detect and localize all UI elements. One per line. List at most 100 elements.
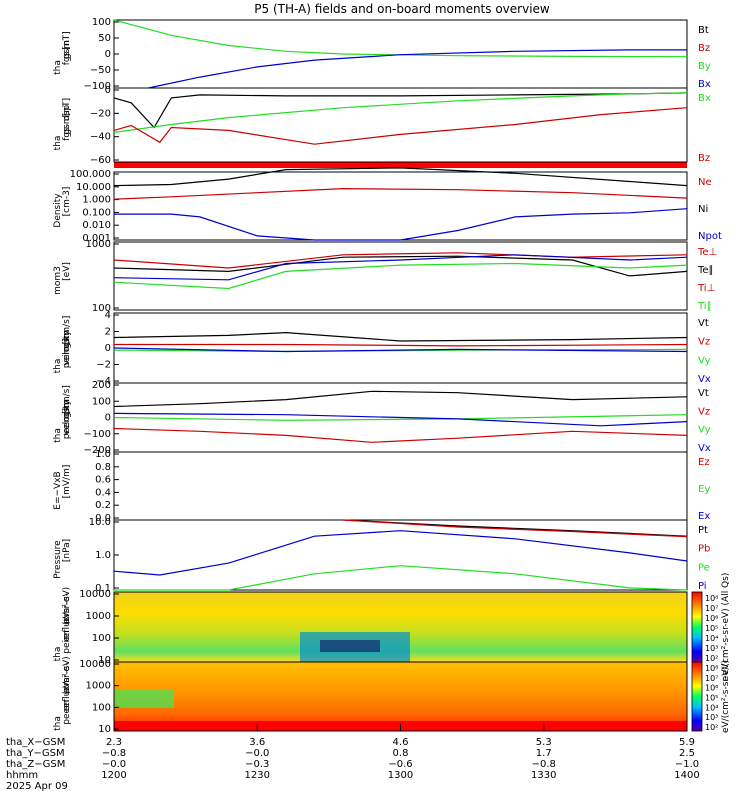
legend-entry: Bz xyxy=(698,43,710,54)
y-axis-label-line: [cm-3] xyxy=(62,187,72,217)
y-axis-label-line: velocity xyxy=(62,330,72,366)
colorbar-tick-label: 10⁴ xyxy=(705,703,718,712)
colorbar-tick-label: 10⁴ xyxy=(705,634,718,643)
panel-frame xyxy=(113,241,688,311)
y-axis-label-line: mom3 xyxy=(53,266,63,295)
y-tick-label: 0.1 xyxy=(95,583,111,594)
y-tick-label: 0 xyxy=(105,85,111,96)
legend-entry: Bz xyxy=(698,153,710,164)
legend-entry: Vx xyxy=(698,374,711,385)
y-axis-label-line: eflux xyxy=(62,685,72,708)
colorbar-label: eV/(cm²-s-sr-eV) (All Qs) xyxy=(721,573,731,682)
y-axis-label-line: tha xyxy=(53,359,63,374)
x-row-label: tha_Z−GSM xyxy=(6,759,65,770)
legend-entry: Vy xyxy=(698,425,711,436)
y-axis-label-line: eV xyxy=(62,611,72,624)
series-line-Pi xyxy=(113,530,688,576)
y-tick-label: −100 xyxy=(84,429,111,440)
x-row-value: −1.0 xyxy=(675,759,699,770)
mode-bar xyxy=(114,162,687,168)
y-axis-label-line: peim xyxy=(62,346,72,369)
series-line-Bx xyxy=(113,92,688,129)
legend-entry: Bx xyxy=(698,93,711,104)
colorbar-tick-label: 10⁸ xyxy=(705,664,718,673)
y-axis-label-line: fgs xyxy=(62,51,72,65)
y-tick-label: 0.8 xyxy=(95,462,111,473)
y-tick-label: 1000 xyxy=(86,681,111,692)
panel-4: 1000 100 mom3[eV] Te⊥ Te∥ Ti⊥ Ti∥ xyxy=(53,239,717,314)
series-line-Vy xyxy=(113,414,688,421)
legend-entry: Vy xyxy=(698,355,711,366)
legend-entry: Pi xyxy=(698,581,707,592)
legend-entry: Ti⊥ xyxy=(697,283,715,294)
y-axis-label-line: Density xyxy=(53,193,63,228)
colorbar-tick-label: 10⁸ xyxy=(705,594,718,603)
series-line-Vz xyxy=(114,343,688,347)
y-axis-label: mom3[eV] xyxy=(53,262,72,295)
series-line-Ti⊥ xyxy=(113,254,688,281)
series-line-Npot xyxy=(114,208,688,241)
y-tick-label: 100 xyxy=(92,396,111,407)
x-row-value: 1330 xyxy=(531,770,556,781)
legend-entry: Ti∥ xyxy=(697,301,712,312)
series-line-By xyxy=(113,19,688,58)
x-row-value: 1200 xyxy=(101,770,126,781)
legend-entry: Vz xyxy=(698,406,710,417)
series-line-Pb xyxy=(343,519,688,538)
spectrogram xyxy=(114,662,687,731)
y-tick-label: −40 xyxy=(90,132,111,143)
legend-entry: Ni xyxy=(698,204,708,215)
y-axis-label-line: en xyxy=(62,700,72,711)
y-axis-label-line: tha xyxy=(53,136,63,151)
y-tick-label: 10.000 xyxy=(76,182,111,193)
panel-1: 100 50 0 −50 −100 thafgsgsm[nT] Bt Bz By Bx xyxy=(53,17,711,92)
panel-10: 10⁸10⁷10⁶10⁵10⁴10³10²10000100010010thape… xyxy=(53,656,731,735)
x-row-value: 1400 xyxy=(674,770,699,781)
x-row-value: 1.7 xyxy=(536,748,552,759)
y-tick-label: −4 xyxy=(96,376,111,387)
series-line-Bz xyxy=(113,107,688,145)
legend-entry: Pe xyxy=(698,562,710,573)
y-tick-label: 4 xyxy=(105,310,111,321)
y-axis-label-line: [nT] xyxy=(62,98,72,116)
y-axis-label-line: gsm xyxy=(62,115,72,134)
y-tick-label: 10 xyxy=(98,655,111,666)
y-tick-label: 10 xyxy=(98,724,111,735)
x-row-value: 1300 xyxy=(388,770,413,781)
colorbar-tick-label: 10⁵ xyxy=(705,624,718,633)
y-tick-label: 1.0 xyxy=(95,449,111,460)
series-line-Vx xyxy=(113,412,688,427)
legend-entry: Bx xyxy=(698,79,711,90)
x-row-value: 4.6 xyxy=(393,737,409,748)
y-tick-label: 50 xyxy=(98,33,111,44)
y-tick-label: 0.2 xyxy=(95,500,111,511)
y-axis-label-line: [eV] xyxy=(62,262,72,281)
y-axis-label-line: (cm²-s- xyxy=(62,662,72,694)
y-axis-label-line: (cm²-s- xyxy=(62,593,72,625)
y-axis-label: E=−VxB[mV/m] xyxy=(53,465,72,510)
colorbar xyxy=(691,591,703,663)
legend-entry: Npot xyxy=(698,231,722,242)
x-row-label: tha_Y−GSM xyxy=(6,748,65,759)
y-axis-label-line: peir xyxy=(62,636,72,654)
y-tick-label: −200 xyxy=(84,445,111,456)
y-axis-label-line: E=−VxB xyxy=(53,471,63,509)
colorbar-tick-label: 10⁷ xyxy=(705,604,718,613)
y-tick-label: −60 xyxy=(90,155,111,166)
y-tick-label: 1000 xyxy=(86,611,111,622)
panel-9: 10⁸10⁷10⁶10⁵10⁴10³10²10000100010010thape… xyxy=(53,573,731,682)
panel-8: 10.0 1.0 0.1 Pressure[nPa] Pt Pb Pe Pi xyxy=(53,517,710,594)
legend-entry: Vt xyxy=(698,388,709,399)
y-tick-label: 200 xyxy=(92,380,111,391)
series-line-Ne xyxy=(113,187,688,200)
y-tick-label: 0.010 xyxy=(82,220,111,231)
y-axis-label-line: tha xyxy=(53,647,63,662)
y-tick-label: 0.001 xyxy=(82,233,111,244)
y-axis-label: thapeemvelocitygsm[km/s] xyxy=(53,385,72,443)
x-row-value: 0.8 xyxy=(393,748,409,759)
legend-entry: Ey xyxy=(698,484,710,495)
x-row-value: 1230 xyxy=(245,770,270,781)
spectrogram-feature xyxy=(114,690,174,708)
panel-6: 200 100 0 −100 −200 thapeemvelocitygsm[km/s] V… xyxy=(53,380,711,456)
